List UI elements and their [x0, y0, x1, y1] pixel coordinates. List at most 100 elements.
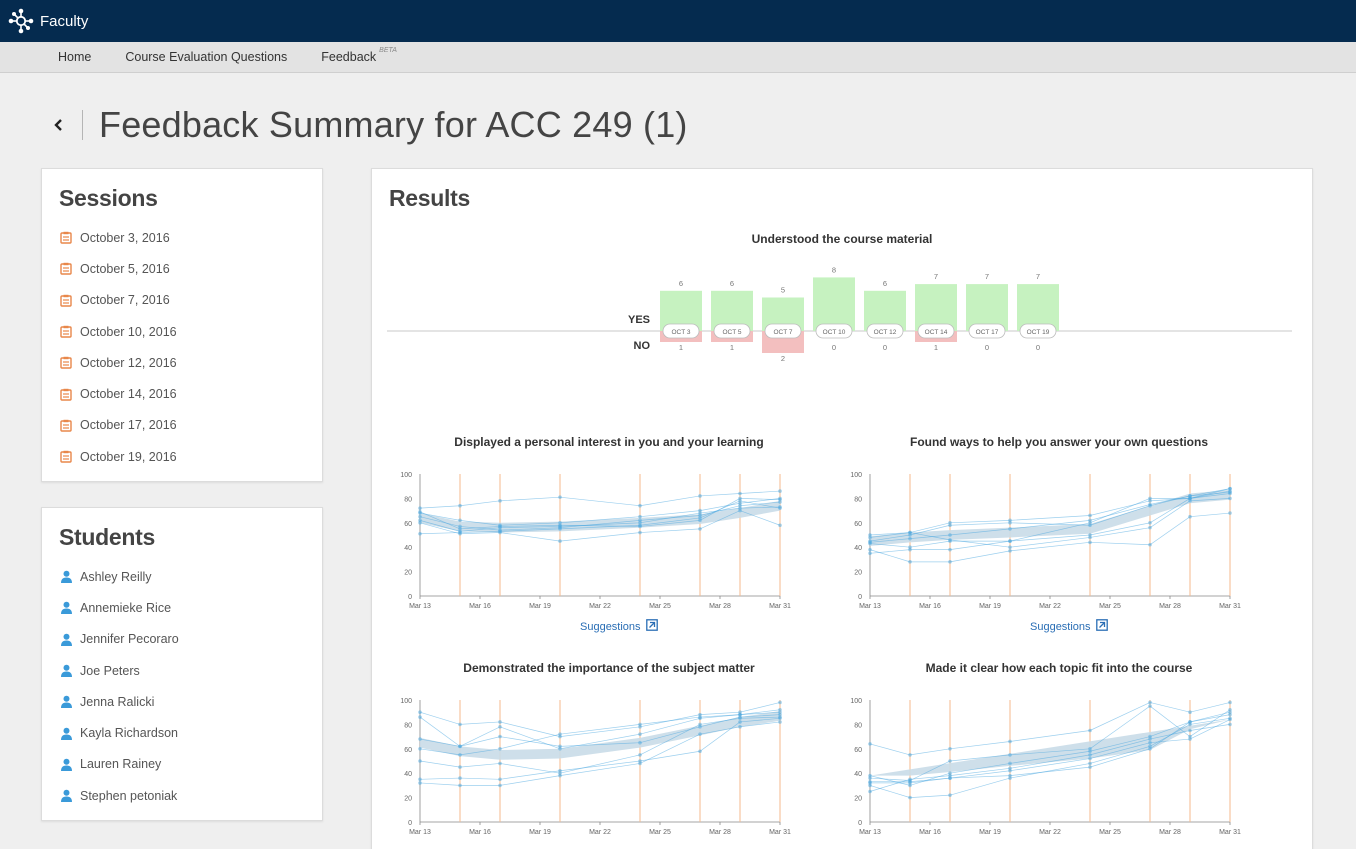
student-series-line	[419, 510, 781, 542]
session-item-label: October 5, 2016	[80, 261, 170, 276]
yes-bar	[1017, 284, 1059, 331]
data-point	[868, 773, 872, 778]
student-item[interactable]: Jenna Ralicki	[59, 686, 322, 717]
session-item[interactable]: October 19, 2016	[59, 441, 322, 472]
data-point	[908, 753, 912, 757]
x-tick-label: Mar 28	[709, 829, 731, 836]
student-item[interactable]: Ashley Reilly	[59, 561, 322, 592]
data-point	[868, 779, 872, 784]
nav-feedback-label: Feedback	[321, 50, 377, 64]
no-value-label: 0	[985, 343, 989, 352]
data-point	[1188, 710, 1192, 714]
title-row: Feedback Summary for ACC 249 (1)	[50, 100, 688, 150]
yes-value-label: 5	[781, 286, 785, 295]
data-point	[1148, 734, 1152, 739]
yes-bar	[813, 277, 855, 331]
student-item-label: Jennifer Pecoraro	[80, 632, 179, 647]
back-button[interactable]	[50, 110, 68, 140]
data-point	[778, 700, 782, 705]
student-item[interactable]: Lauren Rainey	[59, 749, 322, 780]
clipboard-icon	[59, 231, 73, 245]
suggestions-link[interactable]: Suggestions	[580, 619, 658, 634]
data-point	[868, 783, 872, 788]
data-point	[1188, 514, 1192, 519]
y-tick-label: 0	[408, 820, 412, 827]
y-tick-label: 100	[400, 698, 412, 705]
data-point	[1088, 753, 1092, 757]
y-tick-label: 0	[408, 594, 412, 601]
student-series-line	[419, 498, 781, 526]
data-point	[498, 523, 502, 528]
student-series-line	[870, 719, 1231, 783]
mean-band	[420, 497, 780, 533]
student-item[interactable]: Stephen petoniak	[59, 780, 322, 811]
data-point	[738, 508, 742, 513]
data-point	[498, 761, 502, 766]
mean-band	[870, 719, 1230, 776]
y-tick-label: 40	[404, 771, 412, 778]
student-item[interactable]: Joe Peters	[59, 655, 322, 686]
data-point	[498, 725, 502, 729]
student-item[interactable]: Kayla Richardson	[59, 717, 322, 748]
y-tick-label: 60	[854, 747, 862, 754]
y-tick-label: 80	[854, 496, 862, 503]
data-point	[418, 747, 422, 751]
session-item[interactable]: October 17, 2016	[59, 410, 322, 441]
data-point	[638, 722, 642, 727]
data-point	[1148, 525, 1152, 530]
nav-feedback[interactable]: Feedback BETA	[321, 47, 397, 64]
x-tick-label: Mar 19	[979, 603, 1001, 610]
nav-home[interactable]: Home	[58, 50, 92, 64]
data-point	[738, 491, 742, 496]
data-point	[1008, 739, 1012, 744]
y-tick-label: 0	[858, 594, 862, 601]
student-item[interactable]: Jennifer Pecoraro	[59, 624, 322, 655]
data-point	[1228, 710, 1232, 714]
session-item[interactable]: October 5, 2016	[59, 253, 322, 284]
data-point	[418, 759, 422, 763]
session-item[interactable]: October 10, 2016	[59, 316, 322, 347]
no-value-label: 0	[832, 343, 836, 352]
student-series-line	[419, 711, 781, 756]
x-tick-label: Mar 16	[469, 829, 491, 836]
x-tick-label: Mar 31	[1219, 829, 1241, 836]
student-series-line	[869, 488, 1231, 554]
no-value-label: 2	[781, 354, 785, 363]
session-item[interactable]: October 12, 2016	[59, 347, 322, 378]
data-point	[1148, 704, 1152, 708]
y-tick-label: 60	[854, 521, 862, 528]
data-point	[638, 732, 642, 736]
session-item[interactable]: October 7, 2016	[59, 285, 322, 316]
student-series-line	[419, 506, 781, 532]
data-point	[948, 793, 952, 797]
session-item[interactable]: October 3, 2016	[59, 222, 322, 253]
external-link-icon	[1095, 619, 1108, 634]
data-point	[868, 540, 872, 545]
data-point	[498, 783, 502, 788]
brand[interactable]: Faculty	[8, 8, 88, 34]
data-point	[558, 732, 562, 736]
session-item[interactable]: October 14, 2016	[59, 378, 322, 409]
x-tick-label: Mar 31	[1219, 603, 1241, 610]
suggestions-link[interactable]: Suggestions	[1030, 619, 1108, 634]
user-icon	[59, 695, 73, 709]
session-pill-label: OCT 14	[925, 329, 948, 336]
data-point	[418, 506, 422, 510]
x-tick-label: Mar 13	[409, 829, 431, 836]
session-pill	[1019, 323, 1057, 339]
session-pill-label: OCT 12	[874, 329, 897, 336]
data-point	[778, 496, 782, 501]
data-point	[558, 768, 562, 773]
nav-course-evaluation-questions[interactable]: Course Evaluation Questions	[125, 50, 288, 64]
data-point	[778, 506, 782, 510]
y-tick-label: 20	[854, 570, 862, 577]
chevron-left-icon	[54, 119, 62, 131]
data-point	[498, 747, 502, 751]
no-value-label: 0	[883, 343, 887, 352]
results-charts: Understood the course material YES NO 6 1 OCT…	[387, 232, 1292, 836]
student-item[interactable]: Annemieke Rice	[59, 592, 322, 623]
session-pill-label: OCT 17	[976, 329, 999, 336]
data-point	[908, 530, 912, 535]
x-tick-label: Mar 13	[409, 603, 431, 610]
data-point	[558, 495, 562, 499]
